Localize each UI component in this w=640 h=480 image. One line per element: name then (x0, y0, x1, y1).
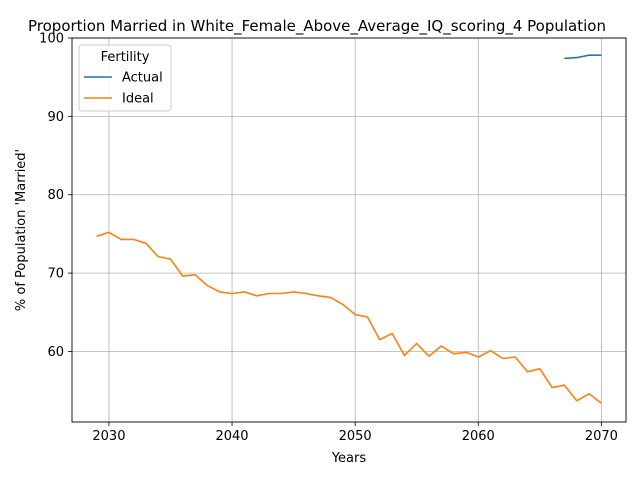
plot-area-frame (71, 37, 627, 423)
x-tick-label: 2060 (462, 429, 495, 444)
legend-box (78, 44, 172, 112)
legend-title: Fertility (101, 50, 150, 65)
y-tick-label: 100 (39, 32, 64, 47)
legend-label-actual: Actual (122, 71, 163, 86)
series-line-actual (564, 54, 602, 60)
y-axis-label: % of Population 'Married' (14, 149, 29, 311)
y-tick-label: 80 (47, 188, 64, 203)
y-tick-label: 90 (47, 110, 64, 125)
series-line-ideal (96, 231, 602, 404)
x-tick-label: 2040 (215, 429, 248, 444)
x-tick-label: 2030 (92, 429, 125, 444)
series-layer (96, 54, 602, 404)
legend-items: Actual Ideal (84, 71, 163, 107)
x-tick-label: 2070 (585, 429, 618, 444)
legend-label-ideal: Ideal (122, 92, 154, 107)
y-tick-label: 70 (47, 267, 64, 282)
y-tick-label: 60 (47, 345, 64, 360)
x-axis-label: Years (331, 451, 367, 466)
legend: Fertility Actual Ideal (78, 44, 172, 112)
chart-title: Proportion Married in White_Female_Above… (28, 17, 606, 36)
x-tick-label: 2050 (339, 429, 372, 444)
ticks: 2030 2040 2050 2060 2070 60 70 80 90 100 (39, 32, 618, 445)
